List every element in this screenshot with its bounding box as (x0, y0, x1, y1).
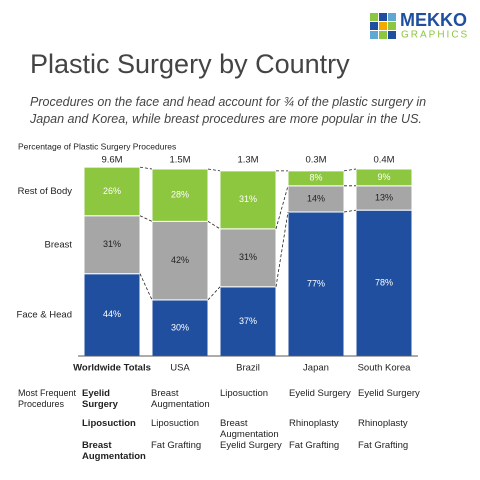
value-label: 30% (171, 322, 189, 332)
table-cell: Eyelid Surgery (289, 388, 351, 399)
logo-sub: GRAPHICS (401, 30, 469, 41)
legend-label: Rest of Body (18, 186, 73, 197)
legend-label: Face & Head (17, 309, 72, 320)
table-cell: Rhinoplasty (289, 418, 339, 429)
value-label: 44% (103, 309, 121, 319)
value-label: 26% (103, 186, 121, 196)
bar-segment (151, 220, 209, 301)
table-cell: Breast Augmentation (220, 418, 279, 440)
value-label: 31% (239, 194, 257, 204)
total-label: 9.6M (101, 155, 122, 166)
bar-segment (83, 215, 141, 275)
connector (275, 211, 289, 287)
value-label: 8% (309, 173, 322, 183)
value-label: 78% (375, 277, 393, 287)
bar-segment (83, 273, 141, 357)
x-tick-label: Worldwide Totals (73, 363, 151, 374)
connector (275, 185, 289, 229)
connector (139, 215, 153, 222)
table-cell: Fat Grafting (151, 440, 202, 451)
bar-segment (355, 185, 413, 211)
bar-segment (287, 185, 345, 213)
value-label: 31% (103, 239, 121, 249)
table-cell: Rhinoplasty (358, 418, 408, 429)
bar-segment (287, 211, 345, 357)
connector (207, 168, 221, 172)
total-label: 0.3M (305, 155, 326, 166)
bar-segment (219, 170, 277, 230)
bar-segment (219, 286, 277, 357)
x-tick-label: Japan (303, 363, 329, 374)
total-label: 0.4M (373, 155, 394, 166)
logo-name: MEKKO (400, 10, 467, 30)
total-label: 1.5M (169, 155, 190, 166)
connector (343, 168, 357, 172)
value-label: 37% (239, 316, 257, 326)
bar-segment (219, 228, 277, 288)
value-label: 14% (307, 193, 325, 203)
value-label: 28% (171, 190, 189, 200)
logo-icon (370, 13, 396, 39)
table-cell: Eyelid Surgery (220, 440, 282, 451)
connector (207, 221, 221, 230)
value-label: 13% (375, 192, 393, 202)
x-tick-label: South Korea (358, 363, 412, 374)
table-cell: Liposuction (82, 418, 136, 429)
table-cell: Liposuction (220, 388, 269, 399)
bar-segment (287, 170, 345, 187)
table-cell: Breast Augmentation (82, 440, 146, 462)
table-cell: Fat Grafting (358, 440, 409, 451)
connector (207, 286, 221, 301)
table-label: Most Frequent Procedures (18, 388, 77, 409)
connector (139, 166, 153, 170)
subtitle: Procedures on the face and head account … (30, 95, 427, 126)
connector (139, 273, 153, 301)
value-label: 42% (171, 255, 189, 265)
total-label: 1.3M (237, 155, 258, 166)
chart-title: Plastic Surgery by Country (30, 49, 350, 79)
table-cell: Fat Grafting (289, 440, 340, 451)
table-cell: Breast Augmentation (151, 388, 210, 410)
table-cell: Eyelid Surgery (82, 388, 118, 410)
x-tick-label: Brazil (236, 363, 260, 374)
bar-segment (83, 166, 141, 217)
y-label: Percentage of Plastic Surgery Procedures (18, 141, 176, 151)
bar-segment (355, 168, 413, 187)
table-cell: Eyelid Surgery (358, 388, 420, 399)
value-label: 31% (239, 252, 257, 262)
x-tick-label: USA (170, 363, 190, 374)
table-cell: Liposuction (151, 418, 200, 429)
bar-segment (151, 168, 209, 222)
value-label: 77% (307, 278, 325, 288)
legend-label: Breast (45, 239, 73, 250)
value-label: 9% (377, 172, 390, 182)
connector (343, 209, 357, 213)
